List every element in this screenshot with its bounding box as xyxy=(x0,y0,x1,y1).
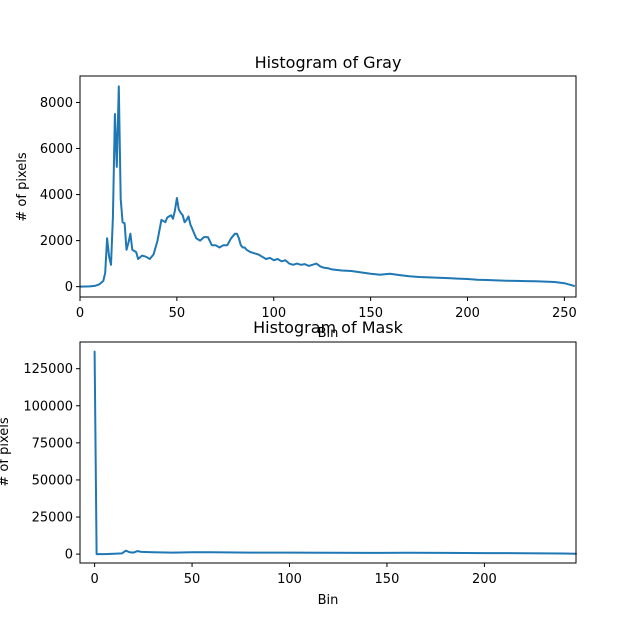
x-axis-label: Bin xyxy=(318,326,339,341)
chart-title: Histogram of Gray xyxy=(255,53,402,72)
x-tick-label: 200 xyxy=(455,306,480,321)
x-tick-label: 200 xyxy=(472,572,497,587)
x-tick-label: 250 xyxy=(552,306,577,321)
x-tick-label: 50 xyxy=(184,572,201,587)
axes-frame xyxy=(79,341,577,564)
x-tick-label: 50 xyxy=(169,306,186,321)
x-tick-label: 100 xyxy=(277,572,302,587)
axes-frame xyxy=(79,75,577,298)
y-tick-label: 25000 xyxy=(32,511,73,526)
x-tick-label: 150 xyxy=(375,572,400,587)
y-tick-label: 75000 xyxy=(32,436,73,451)
y-tick-label: 0 xyxy=(65,280,73,295)
y-tick-label: 50000 xyxy=(32,473,73,488)
x-axis-label: Bin xyxy=(318,593,339,608)
histogram-mask-plot: 0 50 100 150 200 0 25000 50000 75000 100000 125000… xyxy=(0,318,577,608)
y-axis-label: # of pixels xyxy=(15,152,30,221)
y-tick-label: 8000 xyxy=(40,96,73,111)
gray-histogram-line xyxy=(79,85,576,288)
y-axis-label: # of pixels xyxy=(0,417,12,486)
y-tick-label: 125000 xyxy=(23,362,73,377)
y-tick-label: 4000 xyxy=(40,188,73,203)
y-tick-label: 2000 xyxy=(40,234,73,249)
x-tick-label: 150 xyxy=(358,306,383,321)
tick-layer: 0 50 100 150 200 250 0 2000 4000 6000 8000 xyxy=(40,96,577,321)
y-tick-label: 6000 xyxy=(40,142,73,157)
histogram-gray-plot: Histogram of Gray 0 50 100 150 200 250 0 2000 40… xyxy=(15,53,577,341)
x-tick-label: 100 xyxy=(261,306,286,321)
mask-histogram-line xyxy=(93,350,577,556)
y-tick-label: 100000 xyxy=(23,399,73,414)
tick-layer: 0 50 100 150 200 0 25000 50000 75000 100000 125000 xyxy=(23,362,496,587)
y-tick-label: 0 xyxy=(65,548,73,563)
x-tick-label: 0 xyxy=(90,572,98,587)
chart-title: Histogram of Mask xyxy=(253,318,404,337)
x-tick-label: 0 xyxy=(76,306,84,321)
